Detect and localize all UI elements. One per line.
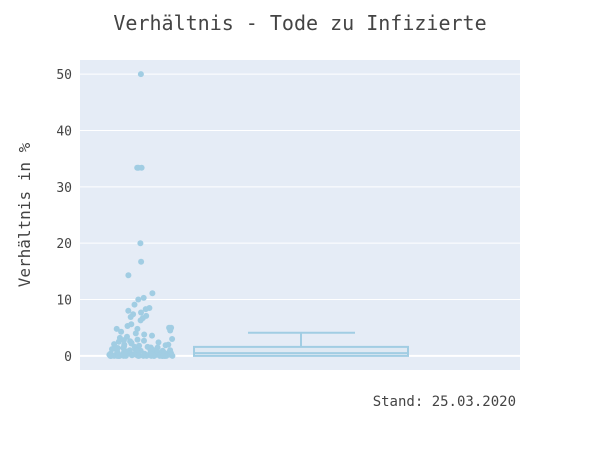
data-point	[141, 331, 148, 338]
data-point	[118, 328, 125, 335]
data-point	[124, 323, 131, 329]
data-point	[142, 306, 149, 313]
y-tick-label: 0	[64, 350, 72, 365]
data-point	[155, 339, 162, 346]
data-point	[107, 352, 114, 359]
y-tick-label: 50	[56, 68, 72, 83]
data-point	[140, 352, 147, 359]
data-point	[149, 332, 155, 339]
data-date-annotation: Stand: 25.03.2020	[373, 394, 516, 410]
y-tick-label: 30	[56, 181, 72, 196]
data-point	[140, 294, 147, 301]
y-tick-label: 20	[56, 237, 72, 252]
data-point	[136, 352, 142, 359]
y-tick-label: 10	[56, 294, 72, 309]
data-point	[113, 325, 120, 332]
data-point	[125, 307, 132, 314]
data-point	[169, 336, 176, 342]
data-point	[135, 296, 142, 303]
chart-title: Verhältnis - Tode zu Infizierte	[113, 11, 486, 35]
data-point	[125, 272, 132, 279]
data-point	[149, 290, 156, 297]
data-point	[129, 352, 135, 359]
data-point	[141, 337, 147, 344]
data-point	[167, 327, 174, 334]
y-tick-label: 40	[56, 124, 72, 139]
data-point	[138, 258, 145, 265]
data-point	[127, 314, 134, 320]
data-point	[169, 352, 176, 359]
data-point	[137, 71, 144, 78]
data-point	[162, 342, 169, 349]
data-point	[148, 352, 155, 359]
data-point	[138, 309, 144, 316]
data-point	[134, 336, 141, 343]
data-point	[115, 338, 122, 345]
y-axis-label: Verhältnis in %	[15, 142, 34, 287]
data-point	[154, 344, 161, 351]
y-axis-ticks: 0 10 20 30 40 50	[56, 68, 72, 365]
data-point	[134, 325, 141, 332]
data-point	[137, 240, 144, 247]
data-point	[132, 330, 139, 337]
data-point	[131, 301, 138, 308]
data-point	[115, 352, 122, 359]
data-point	[160, 352, 166, 359]
plot-area	[80, 60, 520, 370]
data-point	[137, 317, 144, 324]
data-marks	[106, 71, 409, 359]
data-point	[111, 341, 118, 348]
box-iqr	[193, 345, 409, 357]
data-point	[109, 346, 115, 353]
data-point	[120, 337, 127, 344]
data-point	[135, 164, 142, 171]
